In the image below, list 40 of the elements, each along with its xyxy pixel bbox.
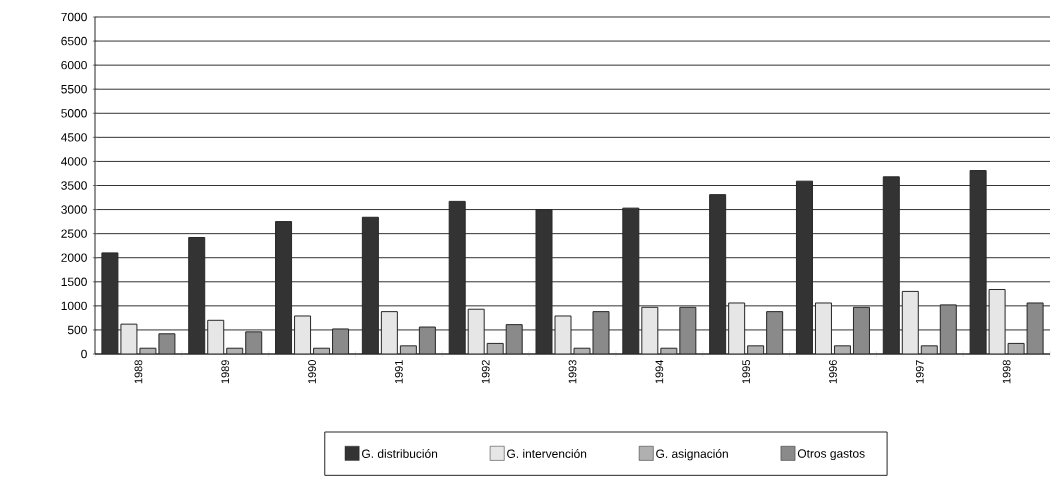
y-tick-label: 3000 bbox=[61, 205, 87, 214]
y-tick-label: 6500 bbox=[61, 36, 87, 46]
y-tick-label: 5000 bbox=[61, 109, 87, 118]
y-tick-label: 3500 bbox=[61, 181, 87, 190]
legend-label: G. asignación bbox=[656, 449, 728, 461]
y-tick-label: 1000 bbox=[61, 301, 87, 311]
x-tick-label: 1998 bbox=[1002, 360, 1011, 384]
y-tick-label: 2000 bbox=[61, 253, 87, 262]
y-tick-label: 500 bbox=[67, 325, 87, 335]
bar bbox=[902, 291, 919, 354]
bar bbox=[815, 302, 832, 354]
y-tick-label: 5500 bbox=[61, 84, 87, 94]
x-tick-label: 1996 bbox=[829, 360, 837, 384]
x-tick-label: 1990 bbox=[308, 360, 316, 384]
y-tick-label: 1500 bbox=[61, 277, 87, 287]
x-tick-label: 1988 bbox=[134, 360, 143, 384]
y-tick-label: 7000 bbox=[61, 12, 87, 22]
y-tick-label: 4500 bbox=[61, 133, 87, 142]
legend-label: Otros gastos bbox=[797, 449, 865, 461]
bar bbox=[728, 302, 745, 354]
bar bbox=[766, 311, 783, 354]
y-tick-label: 0 bbox=[81, 349, 87, 359]
bar bbox=[853, 307, 870, 354]
x-tick-label: 1992 bbox=[481, 360, 490, 384]
bar bbox=[641, 307, 658, 354]
y-tick-label: 6000 bbox=[61, 60, 87, 70]
bar bbox=[679, 307, 696, 354]
x-tick-label: 1994 bbox=[655, 359, 664, 384]
x-tick-label: 1997 bbox=[915, 360, 924, 384]
y-tick-label: 2500 bbox=[61, 229, 87, 238]
x-tick-label: 1989 bbox=[221, 360, 230, 384]
x-tick-label: 1991 bbox=[395, 360, 403, 384]
y-tick-label: 4000 bbox=[61, 157, 87, 166]
bar bbox=[381, 311, 398, 354]
legend-label: G. intervención bbox=[507, 449, 587, 458]
x-tick-label: 1995 bbox=[742, 360, 751, 384]
bar bbox=[468, 309, 485, 354]
x-tick-label: 1993 bbox=[568, 360, 577, 384]
legend-label: G. distribución bbox=[362, 449, 438, 458]
bar bbox=[940, 304, 957, 354]
